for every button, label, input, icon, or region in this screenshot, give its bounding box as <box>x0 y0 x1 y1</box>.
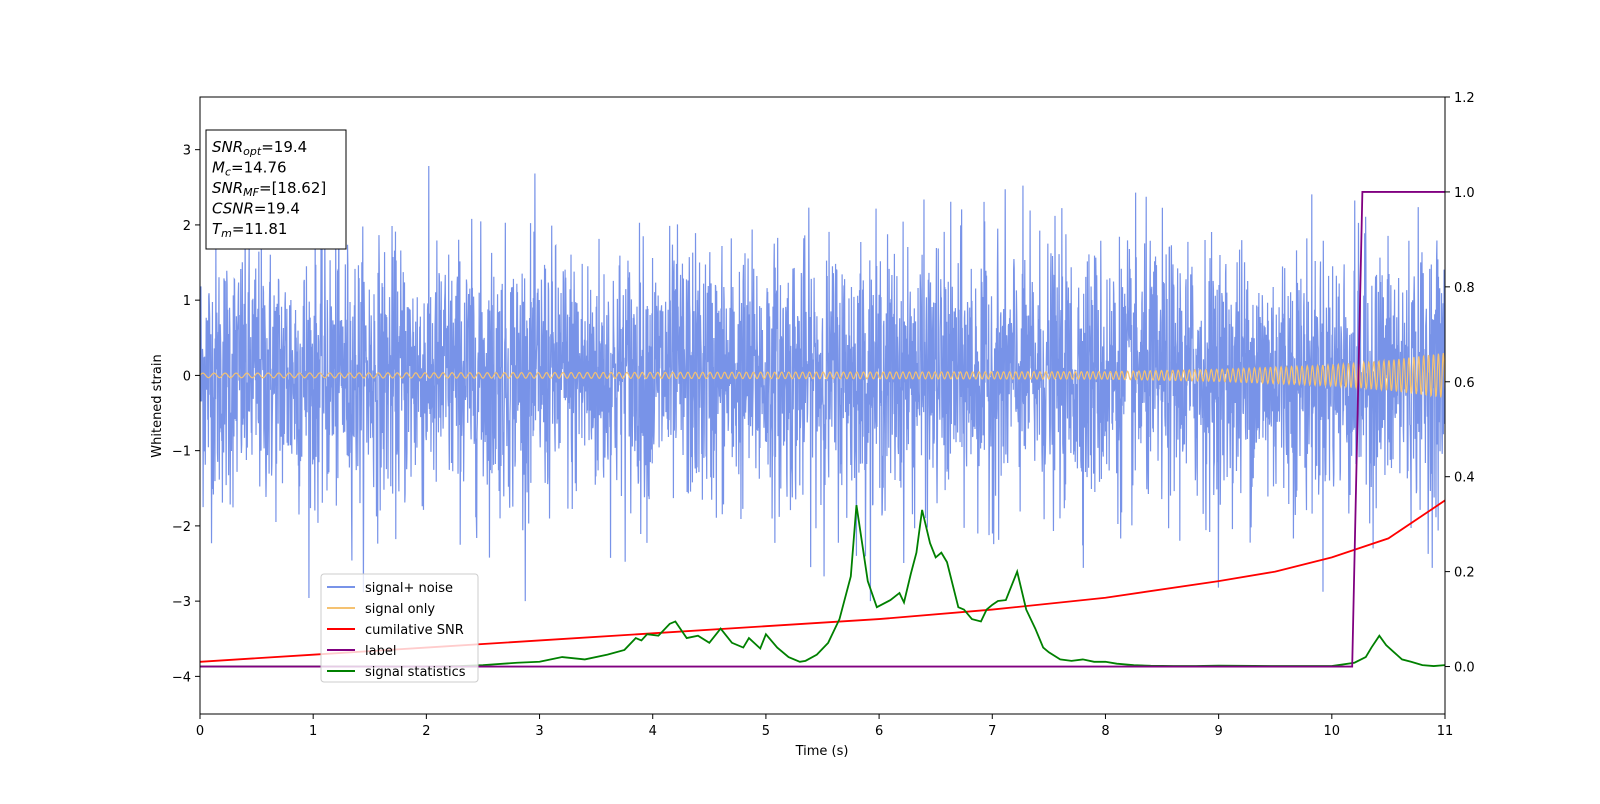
info-main: SNR <box>212 138 243 156</box>
legend: signal+ noise signal only cumilative SNR la… <box>320 573 479 683</box>
legend-label: signal statistics <box>365 665 466 680</box>
info-main: M <box>212 159 225 177</box>
y-left-tick-label: 0 <box>183 369 191 384</box>
info-sub: opt <box>243 145 262 158</box>
x-axis: 0 1 2 3 4 5 6 7 8 9 10 11 <box>196 714 1453 739</box>
series-label-line <box>200 191 1445 668</box>
info-box: SNRopt=19.4Mc=14.76SNRMF=[18.62]CSNR=19.… <box>205 129 347 250</box>
y-right-tick-label: 0.8 <box>1454 281 1475 296</box>
legend-label: label <box>365 644 396 659</box>
x-tick-label: 7 <box>988 724 996 739</box>
info-value: =19.4 <box>261 138 307 156</box>
info-main: CSNR <box>212 200 254 218</box>
info-sub: MF <box>243 186 259 199</box>
y-left-tick-label: 1 <box>183 294 191 309</box>
y-right-tick-label: 0.4 <box>1454 471 1475 486</box>
info-box-line: CSNR=19.4 <box>212 200 300 218</box>
y-right-tick-label: 1.2 <box>1454 91 1475 106</box>
y-left-tick-label: −3 <box>172 595 191 610</box>
info-sub: m <box>221 227 232 240</box>
y-axis-label: Whitened strain <box>150 354 165 457</box>
x-tick-label: 5 <box>762 724 770 739</box>
legend-label: signal only <box>365 602 435 617</box>
y-axis-left: −4 −3 −2 −1 0 1 2 3 <box>172 144 200 685</box>
x-tick-label: 2 <box>422 724 430 739</box>
x-tick-label: 4 <box>649 724 657 739</box>
x-tick-label: 6 <box>875 724 883 739</box>
series-signal-noise-line <box>200 165 1445 602</box>
info-main: SNR <box>212 179 243 197</box>
legend-frame <box>320 573 479 683</box>
info-box-line: SNRopt=19.4 <box>212 138 307 158</box>
legend-label: cumilative SNR <box>365 623 464 638</box>
x-tick-label: 1 <box>309 724 317 739</box>
info-value: =19.4 <box>254 200 300 218</box>
plot-area-frame <box>199 96 1446 715</box>
series-signal-only-line <box>200 352 1445 398</box>
info-main: T <box>212 220 223 238</box>
info-box-line: SNRMF=[18.62] <box>212 179 326 199</box>
x-tick-label: 0 <box>196 724 204 739</box>
y-left-tick-label: −1 <box>172 445 191 460</box>
y-left-tick-label: −4 <box>172 670 191 685</box>
y-right-tick-label: 1.0 <box>1454 186 1475 201</box>
info-box-frame <box>205 129 347 250</box>
info-value: =14.76 <box>231 159 287 177</box>
legend-label: signal+ noise <box>365 581 453 596</box>
x-tick-label: 3 <box>535 724 543 739</box>
x-tick-label: 8 <box>1101 724 1109 739</box>
y-left-tick-label: 3 <box>183 144 191 159</box>
y-right-tick-label: 0.2 <box>1454 566 1475 581</box>
info-box-line: Tm=11.81 <box>212 220 287 240</box>
y-left-tick-label: 2 <box>183 219 191 234</box>
y-right-tick-label: 0.6 <box>1454 376 1475 391</box>
x-tick-label: 9 <box>1214 724 1222 739</box>
x-tick-label: 10 <box>1324 724 1341 739</box>
y-left-tick-label: −2 <box>172 520 191 535</box>
x-axis-label: Time (s) <box>795 744 849 759</box>
x-tick-label: 11 <box>1437 724 1454 739</box>
info-box-line: Mc=14.76 <box>212 159 287 179</box>
y-right-tick-label: 0.0 <box>1454 661 1475 676</box>
info-value: =11.81 <box>232 220 288 238</box>
y-axis-right: 0.0 0.2 0.4 0.6 0.8 1.0 1.2 <box>1445 91 1475 676</box>
info-value: =[18.62] <box>259 179 326 197</box>
info-sub: c <box>225 166 231 179</box>
